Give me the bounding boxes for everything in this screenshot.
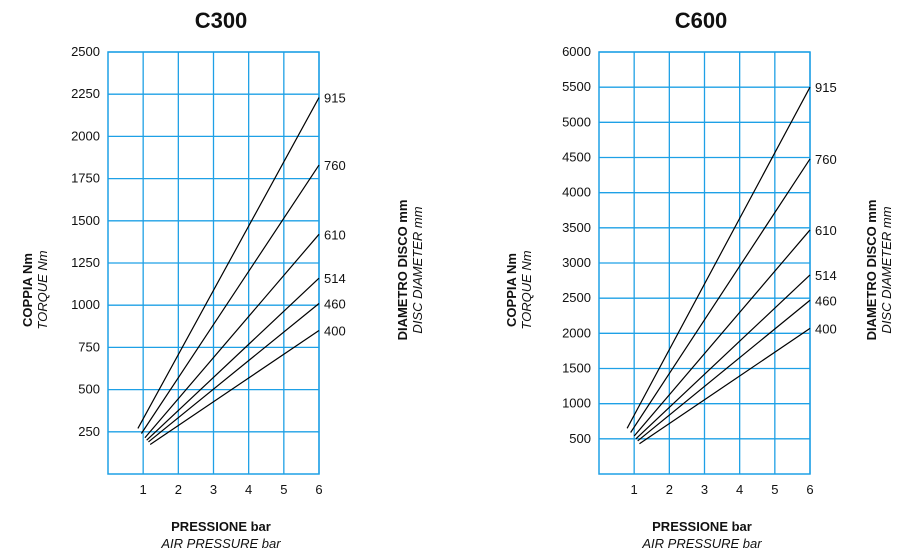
y-tick-label: 1750 — [71, 171, 100, 186]
series-line-514 — [146, 277, 320, 441]
series-line-460 — [148, 303, 320, 443]
series-line-760 — [140, 164, 320, 434]
y-tick-label: 2250 — [71, 86, 100, 101]
y-tick-label: 3500 — [562, 220, 591, 235]
x-tick-label: 6 — [315, 482, 322, 497]
x-tick-label: 5 — [280, 482, 287, 497]
x-axis-label-en: AIR PRESSURE bar — [642, 536, 762, 551]
y-tick-label: 1250 — [71, 255, 100, 270]
chart-title: C300 — [194, 8, 248, 33]
y-tick-label: 5500 — [562, 79, 591, 94]
plot-frame — [598, 51, 811, 475]
plot-frame — [107, 51, 320, 475]
series-label-460: 460 — [324, 297, 346, 312]
series-label-460: 460 — [815, 293, 837, 308]
x-tick-label: 4 — [245, 482, 252, 497]
x-tick-label: 1 — [631, 482, 638, 497]
y-tick-label: 2000 — [71, 128, 100, 143]
x-axis-label-it: PRESSIONE bar — [171, 519, 271, 534]
chart-c600: C600 COPPIA Nm TORQUE Nm DIAMETRO DISCO … — [451, 0, 902, 558]
y-tick-label: 2000 — [562, 325, 591, 340]
x-tick-label: 6 — [806, 482, 813, 497]
y-tick-label: 2500 — [562, 290, 591, 305]
y-tick-label: 1500 — [71, 213, 100, 228]
y-tick-label: 500 — [569, 431, 591, 446]
y-tick-label: 1000 — [71, 297, 100, 312]
y-tick-label: 2500 — [71, 44, 100, 59]
x-axis-label: PRESSIONE bar AIR PRESSURE bar — [617, 518, 787, 552]
x-tick-label: 2 — [666, 482, 673, 497]
y-tick-label: 1000 — [562, 396, 591, 411]
series-label-760: 760 — [324, 158, 346, 173]
y-tick-label: 4500 — [562, 150, 591, 165]
y-tick-label: 750 — [78, 339, 100, 354]
series-line-915 — [626, 86, 811, 429]
y-tick-label: 1500 — [562, 361, 591, 376]
chart-title: C600 — [674, 8, 728, 33]
x-tick-label: 1 — [140, 482, 147, 497]
y-tick-label: 250 — [78, 424, 100, 439]
series-label-610: 610 — [324, 227, 346, 242]
chart-c300-plot: 250 500 750 1000 1250 1500 1750 2000 2250 2500 1 2 3… — [71, 44, 346, 497]
y-tick-label: 500 — [78, 382, 100, 397]
series-label-400: 400 — [815, 321, 837, 336]
series-line-915 — [137, 97, 320, 429]
x-axis-label-en: AIR PRESSURE bar — [161, 536, 281, 551]
series-line-760 — [630, 158, 811, 433]
series-label-915: 915 — [815, 80, 837, 95]
y-tick-label: 5000 — [562, 114, 591, 129]
x-axis-label: PRESSIONE bar AIR PRESSURE bar — [136, 518, 306, 552]
series-line-610 — [144, 233, 320, 439]
y-tick-label: 4000 — [562, 185, 591, 200]
series-label-610: 610 — [815, 223, 837, 238]
series-label-760: 760 — [815, 152, 837, 167]
chart-c300: C300 COPPIA Nm TORQUE Nm DIAMETRO DISCO … — [20, 8, 425, 552]
series-line-400 — [639, 327, 811, 445]
chart-c600-plot: 500 1000 1500 2000 2500 3000 3500 4000 4500 5000 5… — [562, 44, 837, 497]
series-label-514: 514 — [815, 268, 837, 283]
x-axis-label-it: PRESSIONE bar — [652, 519, 752, 534]
y-tick-label: 3000 — [562, 255, 591, 270]
series-label-400: 400 — [324, 324, 346, 339]
x-tick-label: 3 — [210, 482, 217, 497]
series-label-514: 514 — [324, 271, 346, 286]
series-line-400 — [149, 330, 320, 445]
x-tick-label: 3 — [701, 482, 708, 497]
y-tick-label: 6000 — [562, 44, 591, 59]
series-line-514 — [635, 274, 811, 440]
x-tick-label: 5 — [771, 482, 778, 497]
series-label-915: 915 — [324, 91, 346, 106]
series-line-460 — [637, 299, 811, 442]
x-tick-label: 2 — [175, 482, 182, 497]
x-tick-label: 4 — [736, 482, 743, 497]
series-line-610 — [633, 229, 811, 437]
